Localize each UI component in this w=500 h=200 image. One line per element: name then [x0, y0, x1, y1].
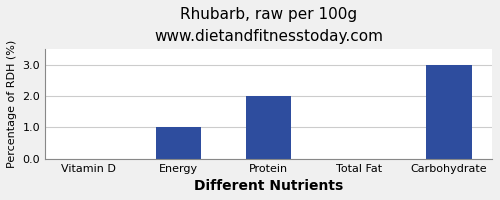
Bar — [426, 65, 472, 159]
Bar — [246, 96, 291, 159]
Bar — [156, 127, 201, 159]
X-axis label: Different Nutrients: Different Nutrients — [194, 179, 343, 193]
Title: Rhubarb, raw per 100g
www.dietandfitnesstoday.com: Rhubarb, raw per 100g www.dietandfitness… — [154, 7, 383, 44]
Y-axis label: Percentage of RDH (%): Percentage of RDH (%) — [7, 40, 17, 168]
